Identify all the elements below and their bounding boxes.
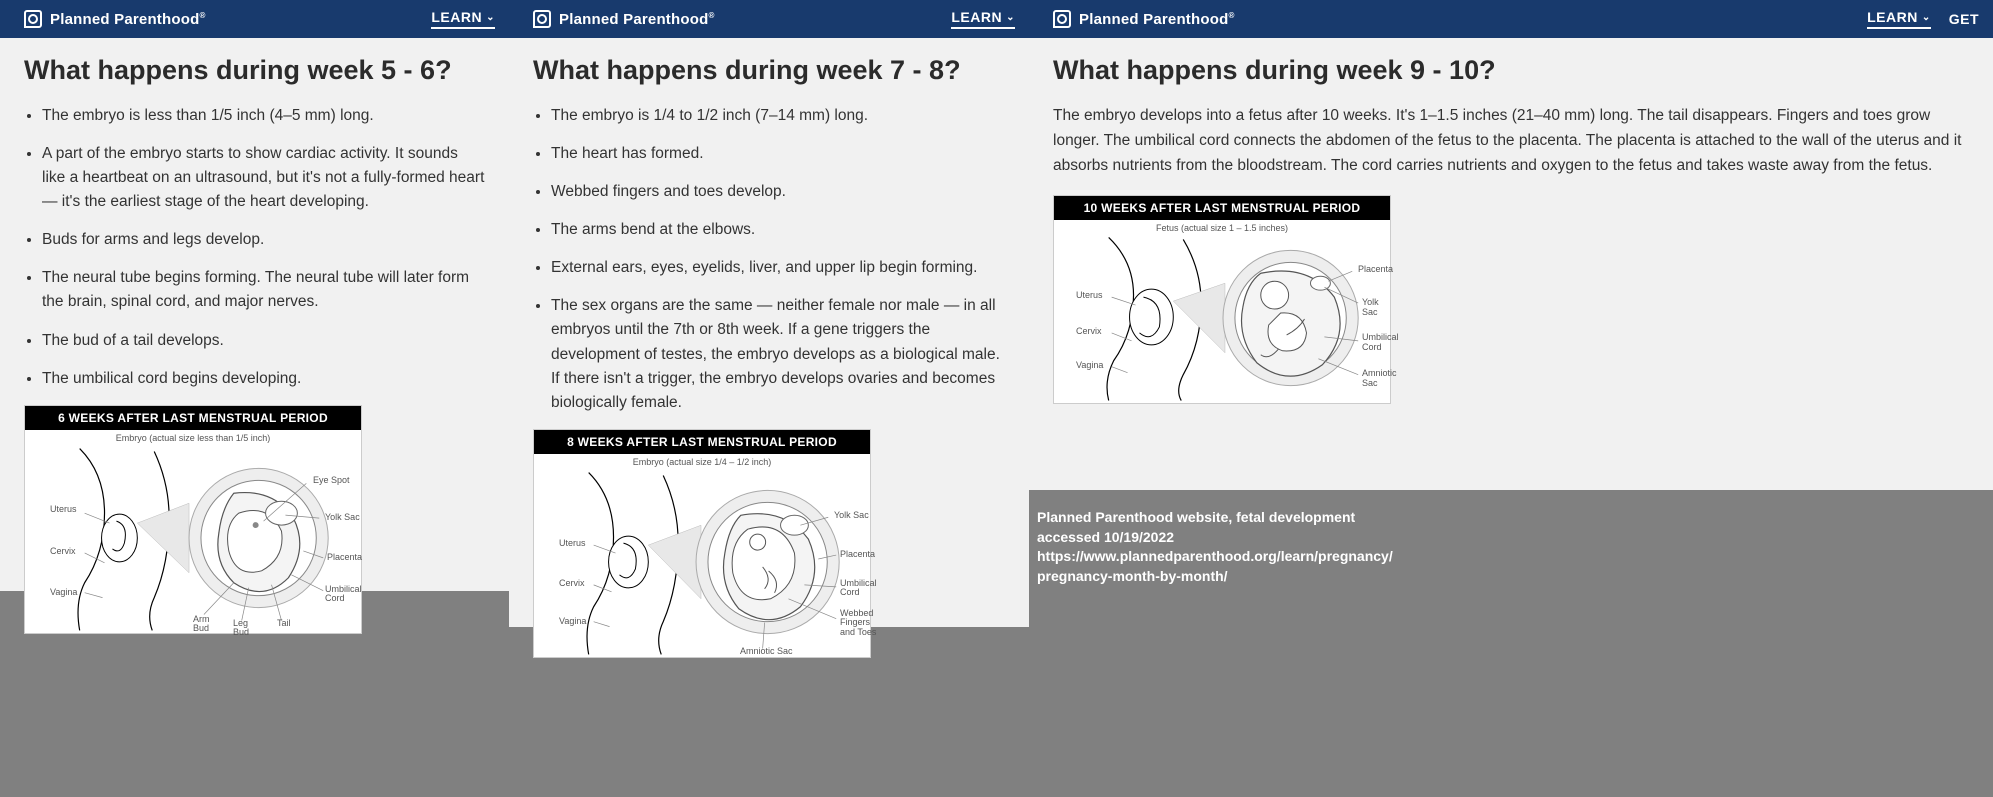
list-item: Webbed fingers and toes develop. [551,180,1005,204]
brand-logo-text[interactable]: Planned Parenthood® [533,10,715,28]
list-item: The embryo is less than 1/5 inch (4–5 mm… [42,104,485,128]
brand-name: Planned Parenthood [50,11,199,28]
brand-logo-text[interactable]: Planned Parenthood® [24,10,206,28]
navbar: Planned Parenthood® LEARN ⌄ [509,0,1029,38]
list-item: External ears, eyes, eyelids, liver, and… [551,256,1005,280]
diagram-subtitle: Embryo (actual size less than 1/5 inch) [25,430,361,443]
list-item: The sex organs are the same — neither fe… [551,294,1005,414]
diagram-svg [1054,233,1390,403]
list-item: The bud of a tail develops. [42,329,485,353]
bullet-list: The embryo is 1/4 to 1/2 inch (7–14 mm) … [533,104,1005,414]
list-item: The heart has formed. [551,142,1005,166]
bullet-list: The embryo is less than 1/5 inch (4–5 mm… [24,104,485,390]
nav-learn-link[interactable]: LEARN ⌄ [1867,9,1931,29]
list-item: The umbilical cord begins developing. [42,367,485,391]
citation-line: https://www.plannedparenthood.org/learn/… [1037,547,1397,586]
citation-block: Planned Parenthood website, fetal develo… [1029,490,1993,586]
section-paragraph: The embryo develops into a fetus after 1… [1053,104,1969,178]
section-heading: What happens during week 7 - 8? [533,54,1005,86]
chevron-down-icon: ⌄ [1922,12,1931,23]
nav-get-link[interactable]: GET [1949,11,1979,27]
chevron-down-icon: ⌄ [486,12,495,23]
diagram-subtitle: Fetus (actual size 1 – 1.5 inches) [1054,220,1390,233]
diagram-subtitle: Embryo (actual size 1/4 – 1/2 inch) [534,454,870,467]
nav-learn-link[interactable]: LEARN ⌄ [431,9,495,29]
embryo-diagram: 8 WEEKS AFTER LAST MENSTRUAL PERIOD Embr… [533,429,871,658]
list-item: A part of the embryo starts to show card… [42,142,485,214]
citation-line: Planned Parenthood website, fetal develo… [1037,508,1993,528]
list-item: The arms bend at the elbows. [551,218,1005,242]
navbar: Planned Parenthood® LEARN ⌄ [0,0,509,38]
embryo-diagram: 6 WEEKS AFTER LAST MENSTRUAL PERIOD Embr… [24,405,362,634]
navbar: Planned Parenthood® LEARN ⌄ GET [1029,0,1993,38]
brand-logo-text[interactable]: Planned Parenthood® [1053,10,1235,28]
chevron-down-icon: ⌄ [1006,12,1015,23]
pp-logo-icon [1053,10,1071,28]
nav-learn-link[interactable]: LEARN ⌄ [951,9,1015,29]
section-heading: What happens during week 5 - 6? [24,54,485,86]
diagram-title: 8 WEEKS AFTER LAST MENSTRUAL PERIOD [534,430,870,454]
list-item: The embryo is 1/4 to 1/2 inch (7–14 mm) … [551,104,1005,128]
pp-logo-icon [533,10,551,28]
citation-line: accessed 10/19/2022 [1037,528,1993,548]
list-item: Buds for arms and legs develop. [42,228,485,252]
diagram-title: 10 WEEKS AFTER LAST MENSTRUAL PERIOD [1054,196,1390,220]
section-heading: What happens during week 9 - 10? [1053,54,1969,86]
diagram-svg [25,443,361,633]
diagram-svg [534,467,870,657]
pp-logo-icon [24,10,42,28]
diagram-title: 6 WEEKS AFTER LAST MENSTRUAL PERIOD [25,406,361,430]
fetus-diagram: 10 WEEKS AFTER LAST MENSTRUAL PERIOD Fet… [1053,195,1391,404]
list-item: The neural tube begins forming. The neur… [42,266,485,314]
